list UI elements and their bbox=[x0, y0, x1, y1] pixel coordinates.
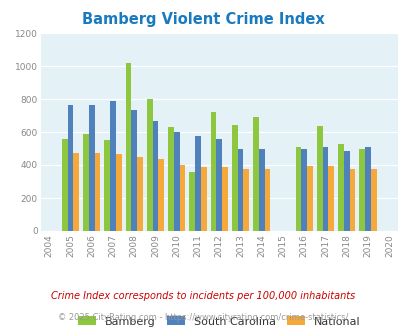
Bar bbox=[370, 169, 376, 231]
Bar bbox=[264, 169, 270, 231]
Bar bbox=[349, 169, 354, 231]
Bar bbox=[200, 167, 206, 231]
Bar bbox=[243, 169, 249, 231]
Bar bbox=[358, 148, 364, 231]
Bar bbox=[316, 126, 322, 231]
Bar bbox=[94, 153, 100, 231]
Bar bbox=[216, 139, 222, 231]
Legend: Bamberg, South Carolina, National: Bamberg, South Carolina, National bbox=[74, 312, 364, 330]
Bar bbox=[295, 147, 301, 231]
Bar bbox=[67, 105, 73, 231]
Text: Crime Index corresponds to incidents per 100,000 inhabitants: Crime Index corresponds to incidents per… bbox=[51, 291, 354, 301]
Bar bbox=[168, 127, 173, 231]
Bar bbox=[152, 121, 158, 231]
Bar bbox=[73, 153, 79, 231]
Bar bbox=[137, 157, 143, 231]
Bar bbox=[62, 139, 67, 231]
Text: © 2025 CityRating.com - https://www.cityrating.com/crime-statistics/: © 2025 CityRating.com - https://www.city… bbox=[58, 313, 347, 322]
Bar bbox=[307, 166, 312, 231]
Bar bbox=[173, 132, 179, 231]
Bar bbox=[89, 105, 94, 231]
Bar bbox=[158, 159, 164, 231]
Bar bbox=[222, 167, 227, 231]
Bar bbox=[343, 151, 349, 231]
Bar bbox=[115, 154, 121, 231]
Bar bbox=[179, 165, 185, 231]
Bar bbox=[301, 148, 307, 231]
Bar bbox=[364, 147, 370, 231]
Bar bbox=[147, 99, 152, 231]
Bar bbox=[131, 110, 137, 231]
Bar bbox=[83, 135, 89, 231]
Bar bbox=[337, 145, 343, 231]
Bar bbox=[253, 117, 258, 231]
Bar bbox=[195, 136, 200, 231]
Bar bbox=[104, 140, 110, 231]
Bar bbox=[125, 63, 131, 231]
Bar bbox=[210, 112, 216, 231]
Bar bbox=[328, 166, 333, 231]
Bar bbox=[110, 101, 115, 231]
Bar bbox=[189, 172, 195, 231]
Bar bbox=[258, 149, 264, 231]
Bar bbox=[322, 147, 328, 231]
Text: Bamberg Violent Crime Index: Bamberg Violent Crime Index bbox=[81, 12, 324, 27]
Bar bbox=[237, 149, 243, 231]
Bar bbox=[231, 125, 237, 231]
